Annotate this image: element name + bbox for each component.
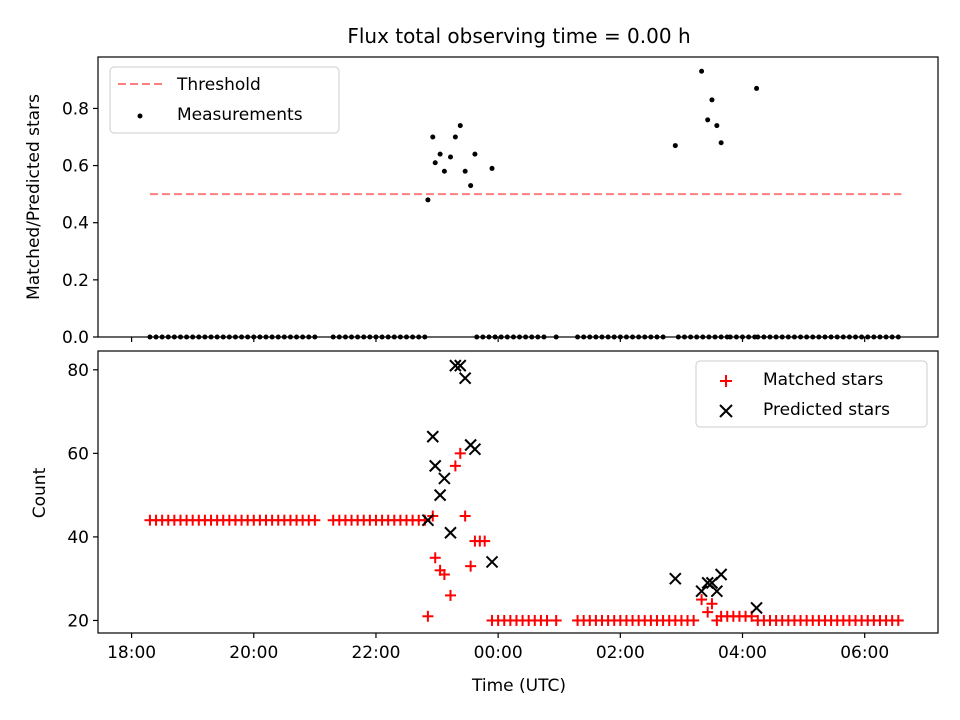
measurement-point — [437, 151, 443, 157]
top-plot-frame — [97, 56, 939, 338]
predicted-star-marker — [454, 359, 467, 372]
bottom-y-axis: 20 40 60 80 — [67, 361, 98, 631]
top-y-tick-label: 0.2 — [62, 271, 89, 291]
x-tick-label: 06:00 — [840, 643, 889, 663]
bottom-plot: 20 40 60 80 18:00 20:00 22:00 00:00 02:00 04:00 0… — [30, 350, 939, 696]
measurement-point — [489, 165, 495, 171]
matched-star-marker — [438, 569, 450, 581]
matched-star-marker — [706, 598, 718, 610]
legend-predicted-label: Predicted stars — [763, 400, 890, 420]
predicted-star-marker — [695, 585, 708, 598]
top-y-tick-label: 0.4 — [62, 214, 89, 234]
matched-star-marker — [715, 610, 727, 622]
x-tick-label: 18:00 — [107, 643, 156, 663]
bottom-y-axis-label: Count — [30, 467, 50, 518]
measurement-point — [699, 68, 705, 74]
measurement-point — [462, 168, 468, 174]
predicted-star-marker — [669, 572, 682, 585]
predicted-star-marker — [444, 526, 457, 539]
legend-measurements-label: Measurements — [177, 105, 303, 125]
measurement-point — [472, 151, 478, 157]
bottom-y-tick-label: 80 — [67, 361, 89, 381]
matched-star-marker — [449, 460, 461, 472]
bottom-y-tick-label: 40 — [67, 528, 89, 548]
measurement-point — [457, 123, 463, 129]
measurement-point — [425, 197, 431, 203]
matched-star-marker — [422, 610, 434, 622]
matched-star-marker — [429, 552, 441, 564]
x-tick-label: 20:00 — [229, 643, 278, 663]
measurement-point — [452, 134, 458, 140]
top-y-axis-label: Matched/Predicted stars — [24, 94, 44, 300]
x-tick-label: 02:00 — [596, 643, 645, 663]
top-y-tick-label: 0.0 — [62, 328, 89, 348]
bottom-legend: Matched stars Predicted stars — [695, 360, 928, 428]
legend-matched-swatch — [720, 375, 732, 387]
measurement-point — [672, 143, 678, 149]
measurement-point — [432, 160, 438, 166]
predicted-star-marker — [421, 513, 435, 527]
top-plot: 0.00.20.40.60.8 Matched/Predicted stars … — [24, 56, 939, 348]
predicted-star-marker — [468, 442, 482, 456]
bottom-y-tick-label: 60 — [67, 444, 89, 464]
matched-star-marker — [459, 510, 471, 522]
predicted-star-marker — [710, 585, 724, 598]
matched-star-marker — [702, 606, 714, 618]
measurement-point — [718, 140, 724, 146]
legend-predicted-swatch — [719, 404, 733, 418]
matched-star-marker — [454, 447, 466, 459]
predicted-star-marker — [458, 371, 472, 385]
legend-matched-label: Matched stars — [763, 370, 883, 390]
bottom-plot-frame — [97, 350, 939, 634]
legend-threshold-label: Threshold — [176, 75, 261, 95]
measurement-point — [447, 154, 453, 160]
chart-title: Flux total observing time = 0.00 h — [347, 24, 690, 48]
bottom-x-axis: 18:00 20:00 22:00 00:00 02:00 04:00 06:00 — [107, 633, 889, 663]
bottom-marks — [144, 359, 904, 626]
matched-star-marker — [696, 594, 708, 606]
bottom-legend-box — [695, 360, 928, 428]
predicted-star-marker — [429, 459, 442, 473]
predicted-star-marker — [449, 359, 462, 372]
bottom-y-tick-label: 20 — [67, 611, 89, 631]
matched-star-marker — [444, 589, 456, 601]
top-legend-box — [109, 66, 340, 134]
measurement-point — [714, 123, 720, 129]
matched-star-marker — [465, 560, 477, 572]
x-axis-label: Time (UTC) — [471, 676, 566, 696]
top-y-tick-label: 0.8 — [62, 99, 89, 119]
matched-star-marker — [688, 614, 700, 626]
measurement-point — [754, 85, 760, 91]
measurement-point — [705, 117, 711, 123]
x-tick-label: 04:00 — [718, 643, 767, 663]
predicted-star-marker — [426, 430, 439, 443]
measurement-point — [709, 97, 715, 103]
matched-star-marker — [892, 614, 904, 626]
predicted-star-marker — [438, 472, 451, 485]
measurement-point — [430, 134, 436, 140]
predicted-star-marker — [750, 601, 763, 615]
top-y-tick-label: 0.6 — [62, 157, 89, 177]
matched-star-marker — [479, 535, 491, 547]
matched-star-marker — [309, 514, 321, 526]
top-y-axis: 0.0 0.2 0.4 0.6 0.8 — [62, 99, 98, 348]
predicted-star-marker — [714, 568, 728, 581]
legend-measurements-swatch — [137, 113, 143, 119]
x-tick-label: 00:00 — [474, 643, 523, 663]
predicted-star-marker — [433, 488, 447, 502]
top-x-axis — [131, 337, 866, 342]
matched-star-marker — [550, 614, 562, 626]
measurement-point — [468, 183, 474, 189]
predicted-star-marker — [485, 555, 499, 569]
top-legend: Threshold Measurements — [109, 66, 340, 134]
measurement-point — [441, 168, 447, 174]
x-tick-label: 22:00 — [351, 643, 400, 663]
